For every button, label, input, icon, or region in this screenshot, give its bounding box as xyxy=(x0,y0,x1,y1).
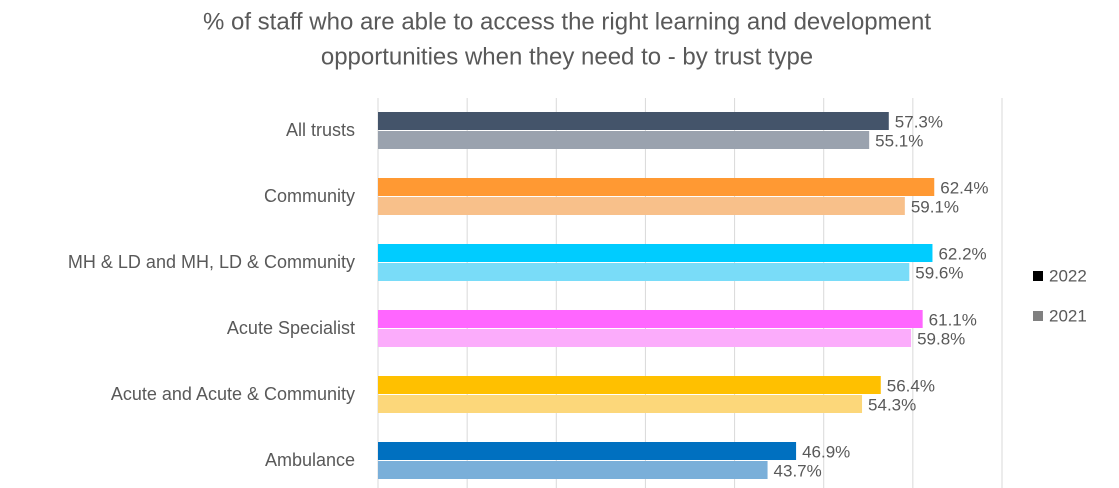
bar xyxy=(378,329,912,347)
value-label: 55.1% xyxy=(875,131,923,150)
bar xyxy=(378,461,768,479)
legend-swatch xyxy=(1033,311,1043,321)
value-label: 59.6% xyxy=(915,263,963,282)
value-label: 62.4% xyxy=(940,178,988,197)
bar xyxy=(378,112,889,130)
bar xyxy=(378,263,910,281)
y-tick-label: MH & LD and MH, LD & Community xyxy=(68,252,355,272)
value-label: 59.1% xyxy=(911,197,959,216)
legend-label: 2022 xyxy=(1049,266,1087,285)
value-label: 54.3% xyxy=(868,395,916,414)
y-tick-label: Acute Specialist xyxy=(227,318,355,338)
bar xyxy=(378,197,905,215)
y-tick-label: Ambulance xyxy=(265,450,355,470)
legend-swatch xyxy=(1033,271,1043,281)
value-label: 62.2% xyxy=(938,244,986,263)
chart-title: % of staff who are able to access the ri… xyxy=(203,8,931,35)
value-label: 46.9% xyxy=(802,442,850,461)
y-tick-label: Community xyxy=(264,186,355,206)
chart-title: opportunities when they need to - by tru… xyxy=(321,43,813,70)
value-label: 43.7% xyxy=(774,461,822,480)
legend-label: 2021 xyxy=(1049,306,1087,325)
value-label: 61.1% xyxy=(929,310,977,329)
bar xyxy=(378,131,870,149)
value-label: 56.4% xyxy=(887,376,935,395)
bar xyxy=(378,244,933,262)
bar xyxy=(378,395,863,413)
bar xyxy=(378,310,923,328)
bar xyxy=(378,442,797,460)
y-tick-label: Acute and Acute & Community xyxy=(111,384,355,404)
bar xyxy=(378,178,935,196)
value-label: 59.8% xyxy=(917,329,965,348)
value-label: 57.3% xyxy=(895,112,943,131)
y-tick-label: All trusts xyxy=(286,120,355,140)
bar xyxy=(378,376,881,394)
